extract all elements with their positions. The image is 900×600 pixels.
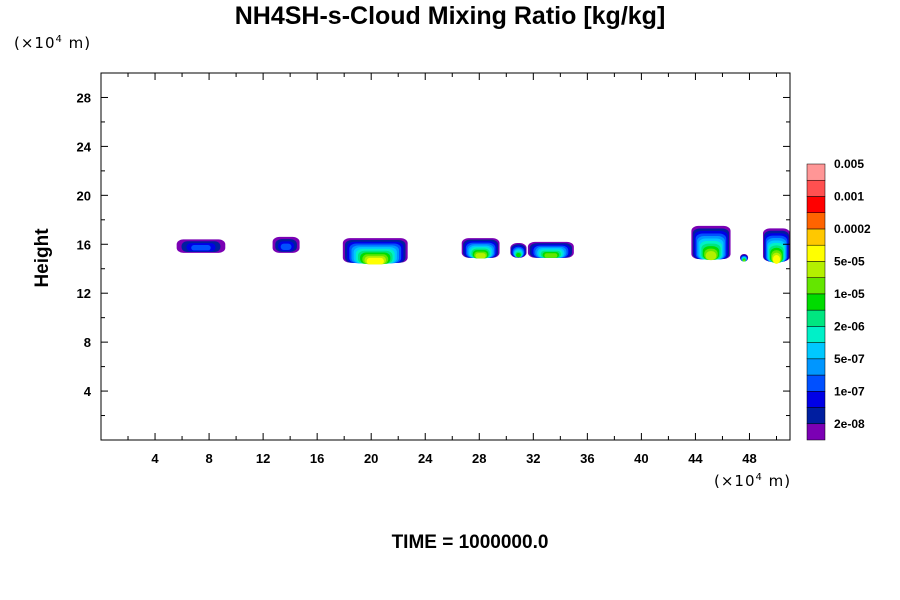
y-tick-label: 4: [84, 384, 92, 399]
colorbar-label: 5e-07: [834, 352, 865, 366]
y-tick-label: 12: [77, 286, 91, 301]
y-tick-label: 16: [77, 237, 91, 252]
colorbar-label: 0.0002: [834, 222, 871, 236]
x-tick-label: 28: [472, 451, 486, 466]
colorbar-cell: [806, 196, 826, 213]
cloud-shell: [280, 243, 292, 250]
colorbar-label: 2e-08: [834, 417, 865, 431]
y-axis-unit-label: (×104 m): [14, 34, 92, 52]
x-tick-label: 8: [205, 451, 212, 466]
x-tick-label: 44: [688, 451, 703, 466]
cloud-shell: [544, 253, 558, 258]
cloud-patch-7: [691, 225, 731, 261]
cloud-shell: [191, 245, 211, 251]
x-tick-label: 12: [256, 451, 270, 466]
x-tick-label: 40: [634, 451, 648, 466]
time-footer: TIME = 1000000.0: [391, 532, 549, 553]
colorbar-cell: [806, 326, 826, 343]
colorbar-label: 0.005: [834, 157, 864, 171]
cloud-patch-8: [740, 254, 749, 262]
colorbar-label: 1e-07: [834, 384, 865, 398]
cloud-shell: [742, 259, 746, 262]
colorbar-cell: [806, 244, 826, 262]
clouds-layer: [176, 225, 790, 265]
cloud-shell: [705, 251, 717, 261]
cloud-shell: [366, 257, 384, 265]
cloud-patch-6: [527, 241, 574, 258]
y-tick-label: 20: [77, 188, 91, 203]
y-tick-label: 24: [77, 139, 92, 154]
cloud-patch-3: [342, 238, 408, 265]
colorbar-cell: [806, 423, 826, 441]
colorbar-cell: [806, 261, 826, 278]
colorbar-label: 2e-06: [834, 319, 865, 333]
colorbar-cell: [806, 358, 826, 376]
colorbar-cell: [806, 374, 826, 392]
x-axis-unit-label: (×104 m): [714, 472, 792, 490]
colorbar-cell: [806, 179, 826, 197]
colorbar-cell: [806, 163, 826, 181]
colorbar-cell: [806, 407, 826, 425]
y-tick-label: 8: [84, 335, 91, 350]
cloud-shell: [772, 255, 781, 264]
x-tick-label: 48: [742, 451, 756, 466]
colorbar-cell: [806, 342, 826, 360]
plot-frame: [100, 72, 791, 441]
cloud-shell: [516, 252, 521, 258]
chart-title: NH4SH-s-Cloud Mixing Ratio [kg/kg]: [234, 2, 666, 30]
x-tick-label: 36: [580, 451, 594, 466]
colorbar-label: 5e-05: [834, 254, 865, 268]
colorbar-cell: [806, 293, 826, 311]
colorbar-cell: [806, 212, 826, 230]
x-tick-label: 4: [151, 451, 159, 466]
cloud-shell: [475, 253, 486, 259]
colorbar-cell: [806, 228, 826, 246]
cloud-patch-5: [510, 243, 527, 258]
colorbar-label: 0.001: [834, 189, 864, 203]
colorbar-label: 1e-05: [834, 287, 865, 301]
x-tick-label: 24: [418, 451, 433, 466]
x-tick-label: 32: [526, 451, 540, 466]
cloud-patch-1: [176, 239, 226, 253]
x-tick-label: 16: [310, 451, 324, 466]
cloud-patch-2: [272, 236, 300, 253]
y-tick-label: 28: [77, 90, 91, 105]
colorbar: 2e-08 1e-07 5e-07 2e-06 1e-05 5e-05 0.0002 0.00…: [806, 157, 871, 441]
cloud-patch-4: [461, 238, 500, 259]
colorbar-cell: [806, 309, 826, 327]
colorbar-cell: [806, 391, 826, 408]
cloud-patch-9: [762, 228, 790, 264]
x-tick-label: 20: [364, 451, 378, 466]
colorbar-cell: [806, 277, 826, 295]
